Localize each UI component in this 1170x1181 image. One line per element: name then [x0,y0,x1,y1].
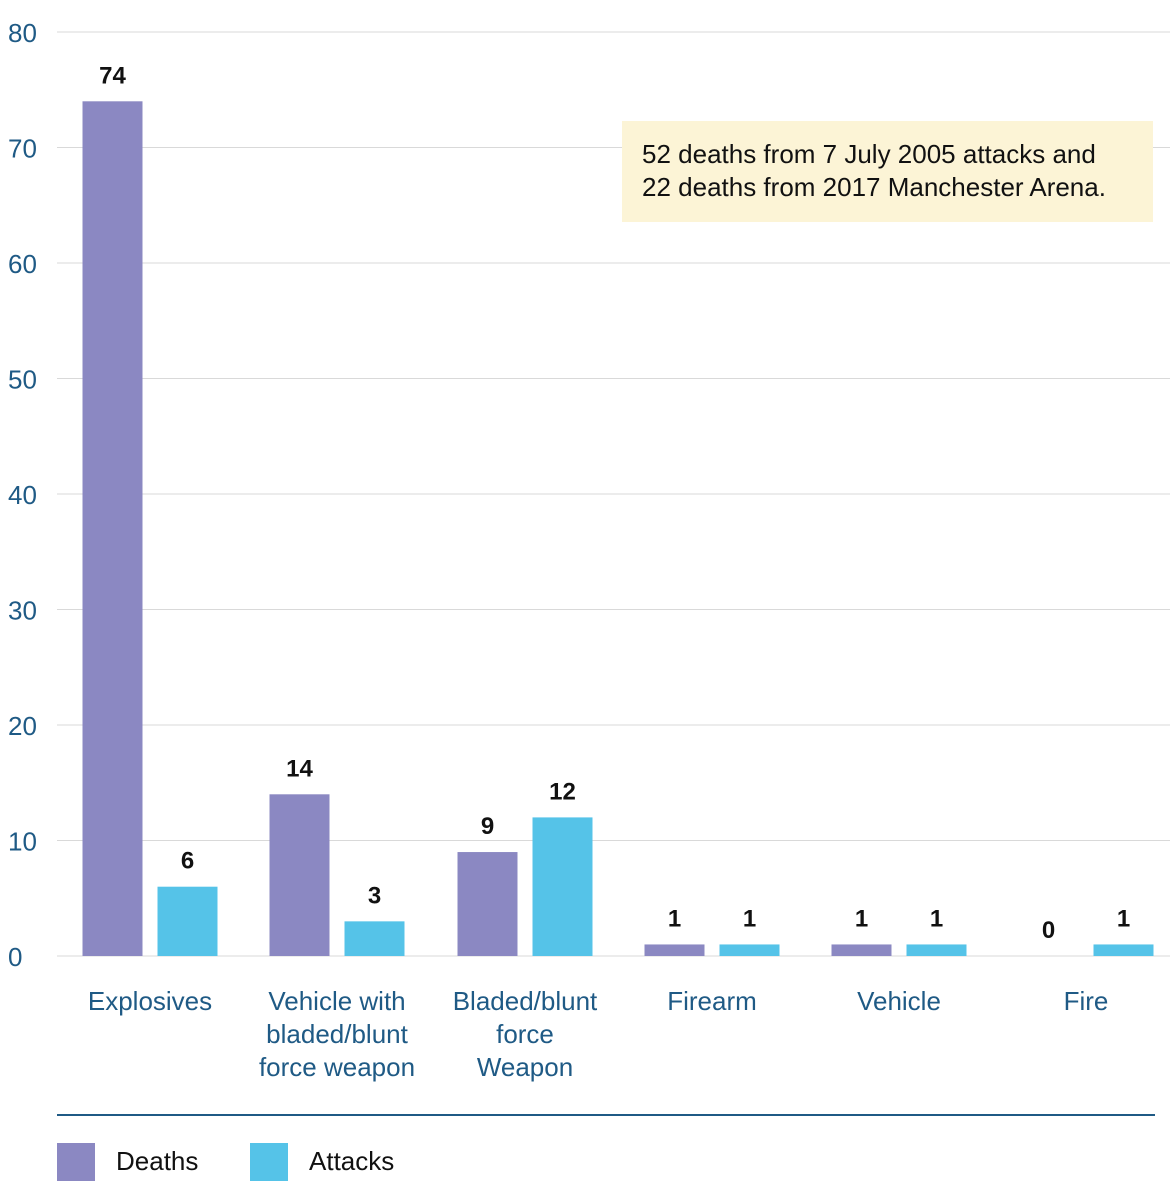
bar-deaths [457,852,518,956]
data-label-attacks: 6 [181,848,194,875]
x-axis-ticks: Explosives Vehicle with bladed/blunt force … [88,986,1109,1082]
x-tick-label: Explosives [88,986,212,1016]
x-tick-label: Vehicle with bladed/blunt force weapon [259,986,415,1082]
x-tick-label-line: Bladed/blunt [453,986,598,1016]
y-tick-label: 20 [8,711,37,741]
bar-attacks [719,944,780,956]
bar-deaths [269,794,330,956]
x-tick-label-line: bladed/blunt [266,1019,408,1049]
annotation-line-2: 22 deaths from 2017 Manchester Arena. [642,172,1106,202]
y-tick-label: 60 [8,249,37,279]
legend-swatch-attacks [250,1143,288,1181]
data-label-attacks: 1 [743,905,756,932]
y-tick-label: 30 [8,596,37,626]
data-label-deaths: 0 [1042,917,1055,944]
y-tick-label: 40 [8,480,37,510]
y-tick-label: 50 [8,365,37,395]
annotation-box: 52 deaths from 7 July 2005 attacks and 2… [622,121,1153,222]
data-label-attacks: 1 [1117,905,1130,932]
data-label-deaths: 9 [481,813,494,840]
bar-attacks [532,817,593,956]
gridlines [57,31,1170,957]
bar-deaths [831,944,892,956]
x-tick-label-line: Firearm [667,986,757,1016]
x-tick-label-line: force [496,1019,554,1049]
data-labels: 74 6 14 3 9 12 1 1 1 1 0 1 [99,62,1130,944]
x-tick-label-line: Weapon [477,1052,573,1082]
bars [82,101,1154,957]
y-tick-label: 70 [8,134,37,164]
x-tick-label: Firearm [667,986,757,1016]
bar-deaths [82,101,143,957]
legend-label-deaths: Deaths [116,1146,198,1176]
annotation-line-1: 52 deaths from 7 July 2005 attacks and [642,139,1096,169]
data-label-deaths: 14 [286,755,313,782]
data-label-deaths: 1 [668,905,681,932]
y-tick-label: 0 [8,942,22,972]
bar-attacks [157,886,218,956]
x-tick-label: Bladed/blunt force Weapon [453,986,598,1082]
x-tick-label-line: Vehicle with [268,986,405,1016]
bar-attacks [906,944,967,956]
x-tick-label-line: Fire [1064,986,1109,1016]
annotation-background [622,121,1153,222]
x-tick-label: Fire [1064,986,1109,1016]
data-label-attacks: 3 [368,882,381,909]
bar-attacks [1093,944,1154,956]
legend-swatch-deaths [57,1143,95,1181]
bar-deaths [644,944,705,956]
x-tick-label-line: force weapon [259,1052,415,1082]
x-tick-label: Vehicle [857,986,941,1016]
x-tick-label-line: Explosives [88,986,212,1016]
legend-label-attacks: Attacks [309,1146,394,1176]
bar-attacks [344,921,405,956]
y-tick-label: 10 [8,827,37,857]
x-tick-label-line: Vehicle [857,986,941,1016]
data-label-attacks: 1 [930,905,943,932]
y-axis-ticks: 0 10 20 30 40 50 60 70 80 [8,18,37,972]
data-label-attacks: 12 [549,778,576,805]
data-label-deaths: 1 [855,905,868,932]
data-label-deaths: 74 [99,62,126,89]
legend: Deaths Attacks [57,1143,394,1181]
y-tick-label: 80 [8,18,37,48]
